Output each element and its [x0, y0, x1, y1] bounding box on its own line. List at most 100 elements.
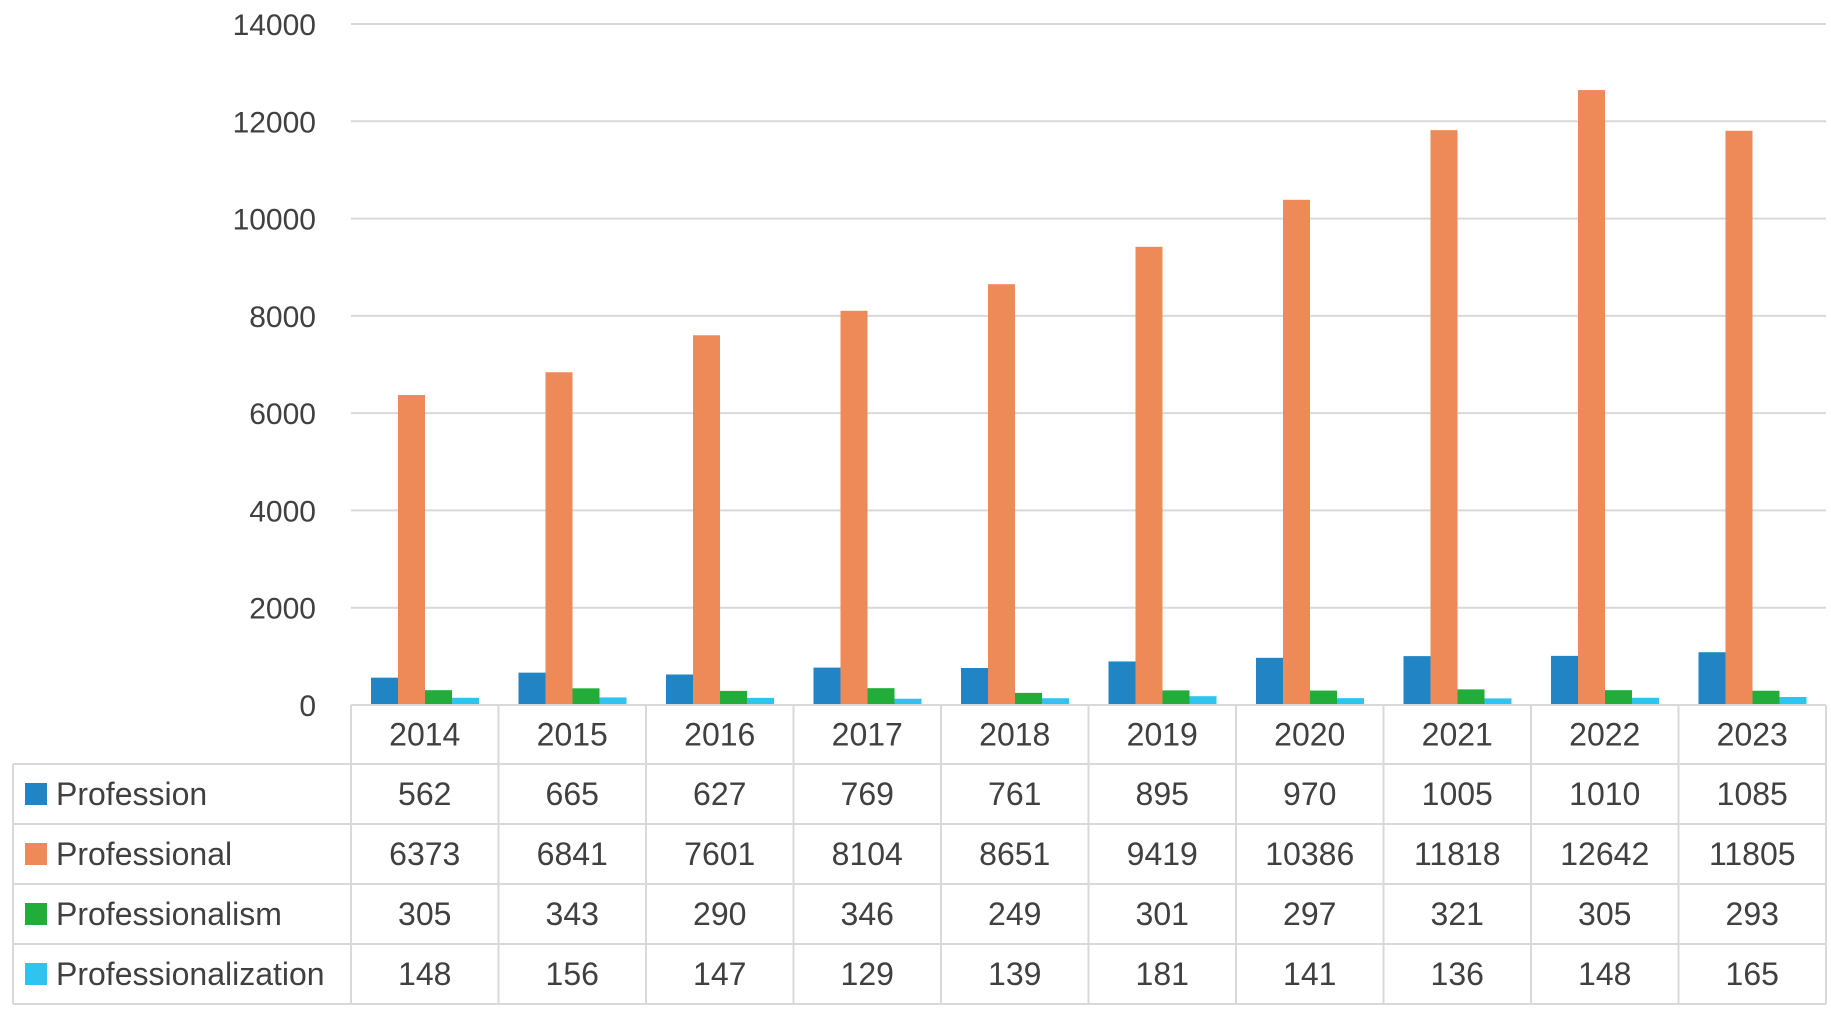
bar-professionalism-2014 [425, 690, 452, 705]
data-label: 627 [693, 776, 746, 812]
data-label: 895 [1136, 776, 1189, 812]
bar-professional-2018 [988, 284, 1015, 705]
legend-label: Professionalization [56, 956, 325, 992]
bar-profession-2021 [1403, 656, 1431, 705]
data-label: 297 [1283, 896, 1336, 932]
data-label: 11805 [1709, 836, 1796, 872]
bar-professionalism-2019 [1162, 690, 1190, 705]
bar-professionalism-2023 [1752, 690, 1780, 705]
data-label: 156 [546, 956, 599, 992]
bar-profession-2020 [1256, 657, 1283, 705]
data-label: 761 [988, 776, 1041, 812]
category-label: 2015 [537, 717, 608, 753]
data-label: 305 [1578, 896, 1631, 932]
data-table: 2014 2015 2016 2017 2018 2019 2020 2021 2022 2023… [12, 704, 1827, 1005]
bar-professionalization-2022 [1632, 697, 1659, 705]
bar-profession-2018 [961, 667, 988, 705]
data-label: 11818 [1414, 836, 1501, 872]
bar-professionalization-2017 [894, 698, 922, 705]
y-tick-label: 14000 [233, 9, 316, 42]
y-axis-tick-labels: 0 2000 4000 6000 8000 10000 12000 14000 [233, 9, 316, 723]
data-label: 10386 [1265, 836, 1354, 872]
legend-swatch-professionalization [25, 963, 47, 985]
bar-professionalization-2023 [1779, 696, 1807, 705]
bar-profession-2015 [518, 672, 546, 705]
data-label: 769 [841, 776, 894, 812]
bar-professional-2019 [1135, 246, 1163, 705]
bar-professional-2014 [398, 394, 425, 705]
data-label: 181 [1136, 956, 1189, 992]
category-label: 2014 [389, 717, 460, 753]
bar-profession-2023 [1698, 652, 1726, 705]
bar-professional-2015 [545, 372, 573, 705]
legend-swatch-professionalism [25, 903, 47, 925]
bar-profession-2016 [666, 674, 693, 705]
data-label: 6841 [537, 836, 608, 872]
bar-professional-2023 [1725, 130, 1753, 706]
y-tick-label: 2000 [249, 593, 316, 626]
bar-professional-2016 [693, 335, 720, 705]
category-label: 2021 [1422, 717, 1493, 753]
bar-professionalism-2020 [1310, 690, 1337, 705]
data-label: 970 [1283, 776, 1336, 812]
bar-profession-2017 [813, 667, 841, 705]
bar-professionalism-2015 [572, 688, 600, 705]
data-label: 8651 [979, 836, 1050, 872]
data-label: 301 [1136, 896, 1189, 932]
data-label: 12642 [1560, 836, 1649, 872]
data-label: 141 [1283, 956, 1336, 992]
bar-professionalism-2017 [867, 688, 895, 705]
bar-professionalism-2018 [1015, 692, 1042, 705]
data-label: 139 [988, 956, 1041, 992]
bar-professionalization-2020 [1337, 698, 1364, 705]
data-label: 293 [1726, 896, 1779, 932]
data-label: 321 [1431, 896, 1484, 932]
category-label: 2017 [832, 717, 903, 753]
data-label: 290 [693, 896, 746, 932]
data-label: 165 [1726, 956, 1779, 992]
legend-label: Profession [56, 776, 207, 812]
bar-professionalization-2019 [1189, 696, 1217, 705]
y-tick-label: 12000 [233, 106, 316, 139]
bar-professionalism-2022 [1605, 690, 1632, 705]
data-label: 7601 [684, 836, 755, 872]
data-label: 665 [546, 776, 599, 812]
data-label: 147 [693, 956, 746, 992]
category-label: 2020 [1274, 717, 1345, 753]
bar-professional-2017 [840, 310, 868, 705]
bars [371, 90, 1807, 706]
category-label: 2023 [1717, 717, 1788, 753]
bar-professionalization-2016 [747, 697, 774, 705]
legend-label: Professionalism [56, 896, 282, 932]
data-label: 1010 [1569, 776, 1640, 812]
bar-professionalization-2018 [1042, 698, 1069, 705]
legend-swatch-professional [25, 843, 47, 865]
bar-professional-2022 [1578, 90, 1605, 705]
data-label: 249 [988, 896, 1041, 932]
y-tick-label: 0 [299, 690, 316, 723]
data-label: 305 [398, 896, 451, 932]
bar-professionalization-2021 [1484, 698, 1512, 705]
data-label: 343 [546, 896, 599, 932]
data-label: 148 [398, 956, 451, 992]
legend-swatch-profession [25, 783, 47, 805]
data-label: 6373 [389, 836, 460, 872]
bar-professionalism-2021 [1457, 689, 1485, 705]
bar-profession-2019 [1108, 661, 1136, 705]
data-label: 9419 [1127, 836, 1198, 872]
bar-profession-2022 [1551, 655, 1578, 705]
gridlines [351, 23, 1826, 609]
bar-professionalization-2015 [599, 697, 627, 705]
bar-professional-2021 [1430, 130, 1458, 705]
data-label: 148 [1578, 956, 1631, 992]
data-label: 1005 [1422, 776, 1493, 812]
bar-professional-2020 [1283, 199, 1310, 705]
y-tick-label: 8000 [249, 301, 316, 334]
bar-professionalism-2016 [720, 690, 747, 705]
data-label: 136 [1431, 956, 1484, 992]
bar-professionalization-2014 [452, 697, 479, 705]
data-label: 1085 [1717, 776, 1788, 812]
category-label: 2019 [1127, 717, 1198, 753]
y-tick-label: 4000 [249, 495, 316, 528]
